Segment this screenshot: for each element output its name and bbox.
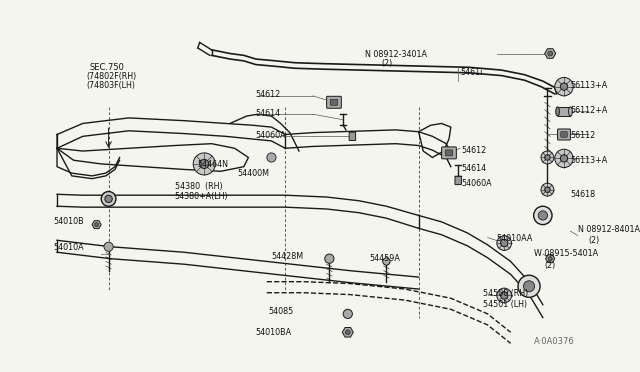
Circle shape [560,83,568,90]
Text: (2): (2) [545,262,556,270]
Text: 54400M: 54400M [237,169,269,179]
Text: 54501 (LH): 54501 (LH) [483,300,527,309]
Text: 56112: 56112 [570,131,596,140]
Bar [557,107,570,116]
Text: 54500 (RH): 54500 (RH) [483,289,528,298]
Circle shape [548,257,552,261]
Text: 54614: 54614 [462,164,487,173]
Circle shape [548,51,553,56]
Circle shape [500,292,508,299]
Text: 54010AA: 54010AA [497,234,533,243]
Text: (2): (2) [382,59,393,68]
Polygon shape [545,255,555,263]
Circle shape [343,309,353,318]
Circle shape [555,77,573,96]
Text: 56112+A: 56112+A [570,106,608,115]
Circle shape [541,183,554,196]
Circle shape [524,281,534,292]
FancyBboxPatch shape [349,132,356,141]
FancyBboxPatch shape [445,150,452,156]
Ellipse shape [568,107,572,116]
Circle shape [541,151,554,164]
Text: 54010B: 54010B [53,217,84,226]
FancyBboxPatch shape [557,129,570,140]
Polygon shape [545,49,556,58]
Ellipse shape [556,107,559,116]
Text: 54060A: 54060A [462,179,493,187]
Text: 54459A: 54459A [370,254,401,263]
Text: A·0A0376: A·0A0376 [534,337,575,346]
Circle shape [95,222,99,227]
Text: 54380  (RH): 54380 (RH) [175,182,223,191]
FancyBboxPatch shape [442,147,456,159]
Text: 54618: 54618 [570,190,596,199]
Circle shape [267,153,276,162]
Text: 54380+A(LH): 54380+A(LH) [175,192,228,201]
Text: N 08912-3401A: N 08912-3401A [365,50,428,59]
Circle shape [555,149,573,168]
Circle shape [497,288,511,303]
Circle shape [545,187,550,192]
Text: (74803F(LH): (74803F(LH) [86,81,136,90]
Text: N 08912-8401A: N 08912-8401A [578,225,640,234]
FancyBboxPatch shape [455,176,461,185]
Circle shape [604,234,607,238]
Text: SEC.750: SEC.750 [89,63,124,72]
Circle shape [346,330,350,335]
Text: W 08915-5401A: W 08915-5401A [534,250,598,259]
Polygon shape [601,232,610,240]
Text: 54612: 54612 [256,90,281,99]
Circle shape [500,239,508,247]
FancyBboxPatch shape [330,99,338,105]
Text: 56113+A: 56113+A [570,155,608,165]
Circle shape [538,211,547,220]
Text: (74802F(RH): (74802F(RH) [86,72,137,81]
Text: 54464N: 54464N [198,160,229,169]
Text: 54010BA: 54010BA [256,328,292,337]
Text: 54612: 54612 [462,145,487,154]
Circle shape [497,236,511,250]
Polygon shape [342,327,353,337]
Circle shape [101,192,116,206]
Text: 54060A: 54060A [256,131,287,140]
Circle shape [545,155,550,160]
Circle shape [105,195,112,203]
Polygon shape [92,221,101,229]
Circle shape [518,275,540,297]
Circle shape [200,159,209,169]
Text: 54010A: 54010A [53,243,84,252]
Text: 54085: 54085 [269,307,294,317]
Text: 54614: 54614 [256,109,281,118]
Text: 56113+A: 56113+A [570,81,608,90]
FancyBboxPatch shape [326,96,341,108]
FancyBboxPatch shape [561,132,567,137]
Circle shape [104,242,113,251]
Circle shape [324,254,334,263]
Circle shape [534,206,552,225]
Circle shape [560,155,568,162]
Text: (2): (2) [589,236,600,245]
Circle shape [383,258,390,265]
Text: 54428M: 54428M [271,252,303,261]
Text: 5461i: 5461i [460,68,483,77]
Circle shape [193,153,215,175]
